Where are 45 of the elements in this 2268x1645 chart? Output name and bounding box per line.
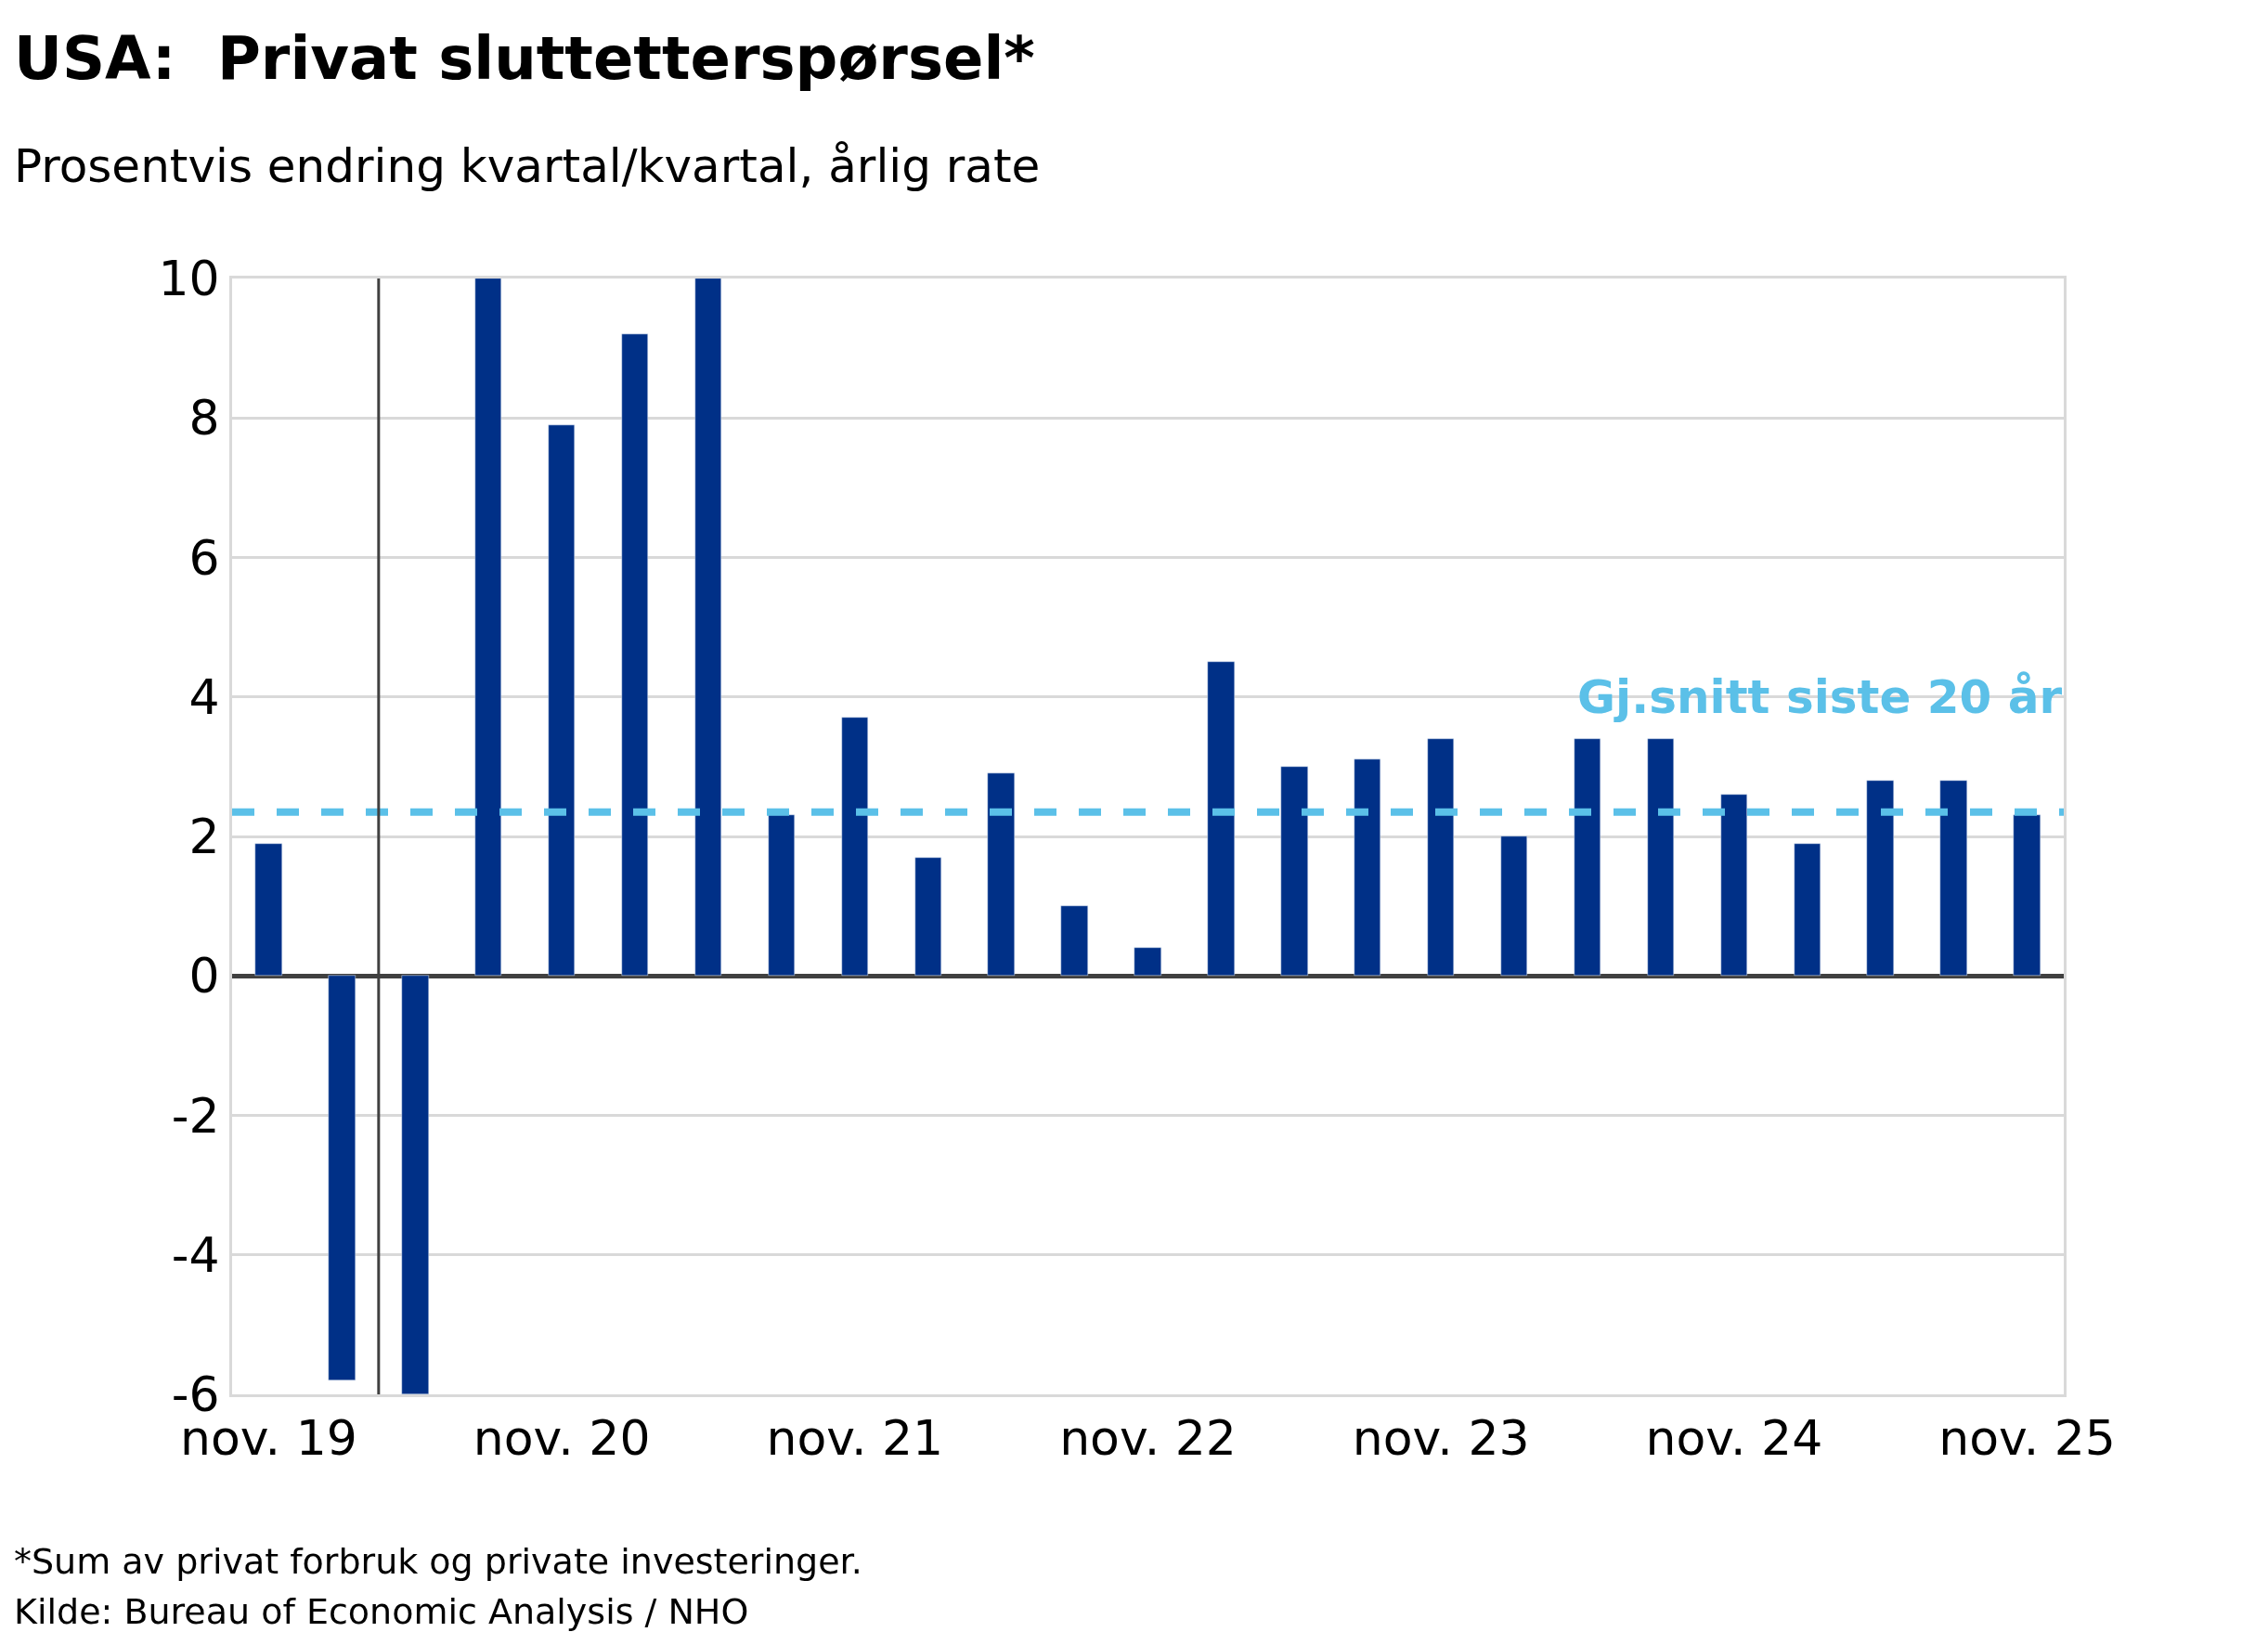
bar: [401, 975, 429, 1394]
chart-subtitle: Prosentvis endring kvartal/kvartal, årlig rate: [14, 139, 1041, 193]
chart-title: USA: Privat sluttetterspørsel*: [14, 24, 1035, 93]
text: *Sum av privat forbruk og private investeringer.: [14, 1541, 862, 1582]
bar: [1354, 758, 1380, 976]
bar: [1720, 794, 1747, 976]
x-tick-label: nov. 21: [766, 1410, 944, 1467]
bar: [987, 772, 1015, 976]
bar: [328, 975, 356, 1380]
y-tick-label: -2: [171, 1087, 220, 1144]
y-tick-label: 8: [188, 390, 220, 447]
bar: [768, 814, 795, 976]
x-tick-label: nov. 24: [1645, 1410, 1823, 1467]
bar: [1939, 780, 1967, 976]
y-tick-label: 10: [158, 251, 220, 307]
bar: [474, 278, 501, 976]
y-tick-label: 0: [188, 948, 220, 1004]
x-tick-label: nov. 23: [1352, 1410, 1530, 1467]
bar: [694, 278, 721, 976]
y-tick-label: -6: [171, 1367, 220, 1423]
bar: [1574, 738, 1601, 976]
bar: [1427, 738, 1454, 976]
bar: [1280, 766, 1308, 976]
bar: [1134, 947, 1161, 976]
x-tick-label: nov. 22: [1059, 1410, 1237, 1467]
bar: [914, 857, 941, 976]
y-tick-label: 2: [188, 809, 220, 865]
bar: [1866, 780, 1894, 976]
bar: [2013, 814, 2041, 976]
y-tick-label: 4: [188, 668, 220, 725]
bar: [1794, 843, 1821, 976]
bar: [841, 717, 868, 976]
ref-line-label: Gj.snitt siste 20 år: [1577, 670, 2063, 724]
bar: [621, 333, 648, 976]
bar: [1500, 835, 1527, 976]
y-tick-label: -4: [171, 1226, 220, 1283]
bar: [1060, 905, 1088, 976]
x-tick-label: nov. 20: [473, 1410, 651, 1467]
bar: [254, 843, 282, 976]
text: Kilde: Bureau of Economic Analysis / NHO: [14, 1591, 749, 1632]
bar: [1647, 738, 1674, 976]
x-tick-label: nov. 25: [1938, 1410, 2116, 1467]
bar: [548, 424, 575, 976]
y-tick-label: 6: [188, 529, 220, 586]
bar: [1207, 661, 1235, 976]
